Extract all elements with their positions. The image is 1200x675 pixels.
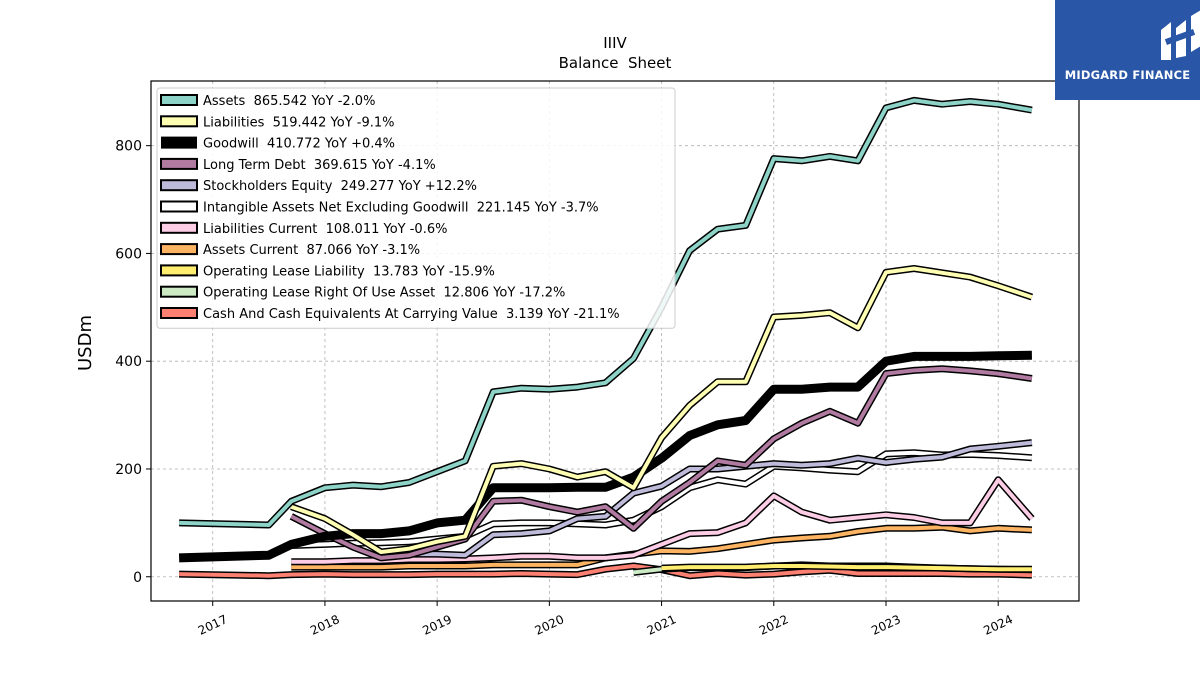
logo-text: MIDGARD FINANCE (1064, 68, 1191, 82)
brand-logo: MIDGARD FINANCE (1055, 0, 1200, 100)
legend-box (156, 87, 676, 329)
series-lines (178, 96, 1035, 580)
legend-label-stockholders-equity: Stockholders Equity 249.277 YoY +12.2% (203, 179, 477, 194)
legend-swatch-goodwill (161, 136, 197, 149)
y-tick-label: 600 (115, 246, 142, 262)
legend-swatch-assets-current (160, 243, 198, 256)
series-line-operating-lease-liability (661, 564, 1032, 572)
chart-title: IIIV (603, 34, 627, 52)
x-tick-label: 2023 (869, 612, 903, 638)
legend-label-long-term-debt: Long Term Debt 369.615 YoY -4.1% (203, 158, 436, 173)
legend-swatch-liabilities (160, 115, 198, 128)
legend-swatch-operating-lease-liability (160, 264, 198, 277)
logo-mark-icon (1161, 10, 1200, 60)
legend-label-assets: Assets 865.542 YoY -2.0% (203, 94, 375, 109)
series-line-liabilities (290, 266, 1033, 554)
series-line-intangible-assets-net-excluding-goodwill (291, 450, 1033, 548)
x-tick-label: 2017 (196, 612, 230, 638)
legend-swatch-long-term-debt (160, 157, 198, 170)
y-tick-label: 200 (115, 462, 142, 478)
legend-swatch-operating-lease-right-of-use-asset (160, 285, 198, 298)
legend-label-operating-lease-right-of-use-asset: Operating Lease Right Of Use Asset 12.80… (203, 286, 565, 301)
legend: Assets 865.542 YoY -2.0% Liabilities 519.… (156, 87, 676, 329)
x-tick-label: 2018 (308, 612, 342, 638)
legend-label-assets-current: Assets Current 87.066 YoY -3.1% (203, 243, 420, 258)
series-line-goodwill (178, 350, 1032, 563)
legend-swatch-assets (160, 94, 198, 106)
series-line-assets-current (291, 525, 1032, 570)
legend-swatch-liabilities-current (160, 221, 198, 234)
y-axis-label: USDm (75, 315, 96, 371)
y-tick-label: 800 (115, 139, 142, 155)
plot-frame (150, 80, 1080, 602)
x-tick-label: 2021 (645, 612, 679, 638)
legend-label-liabilities: Liabilities 519.442 YoY -9.1% (203, 115, 395, 130)
y-tick-label: 0 (133, 570, 142, 586)
legend-label-cash-and-cash-equivalents-at-carrying-value: Cash And Cash Equivalents At Carrying Va… (203, 307, 620, 322)
y-tick-label: 400 (115, 354, 142, 370)
legend-swatch-cash-and-cash-equivalents-at-carrying-value (160, 307, 198, 319)
x-tick-label: 2020 (533, 612, 567, 638)
legend-label-operating-lease-liability: Operating Lease Liability 13.783 YoY -15… (203, 264, 495, 279)
series-line-assets (179, 98, 1033, 527)
legend-label-intangible-assets-net-excluding-goodwill: Intangible Assets Net Excluding Goodwill… (203, 201, 599, 216)
legend-swatch-intangible-assets-net-excluding-goodwill (160, 200, 198, 213)
series-line-liabilities-current (291, 477, 1034, 564)
series-line-cash-and-cash-equivalents-at-carrying-value (179, 564, 1032, 578)
x-tick-label: 2022 (757, 612, 791, 638)
chart-subtitle: Balance Sheet (559, 54, 672, 72)
x-tick-label: 2019 (420, 612, 454, 638)
legend-swatch-stockholders-equity (160, 179, 198, 192)
legend-label-liabilities-current: Liabilities Current 108.011 YoY -0.6% (203, 222, 447, 237)
series-line-long-term-debt (290, 366, 1033, 560)
legend-label-goodwill: Goodwill 410.772 YoY +0.4% (203, 137, 395, 152)
x-tick-label: 2024 (981, 612, 1015, 638)
